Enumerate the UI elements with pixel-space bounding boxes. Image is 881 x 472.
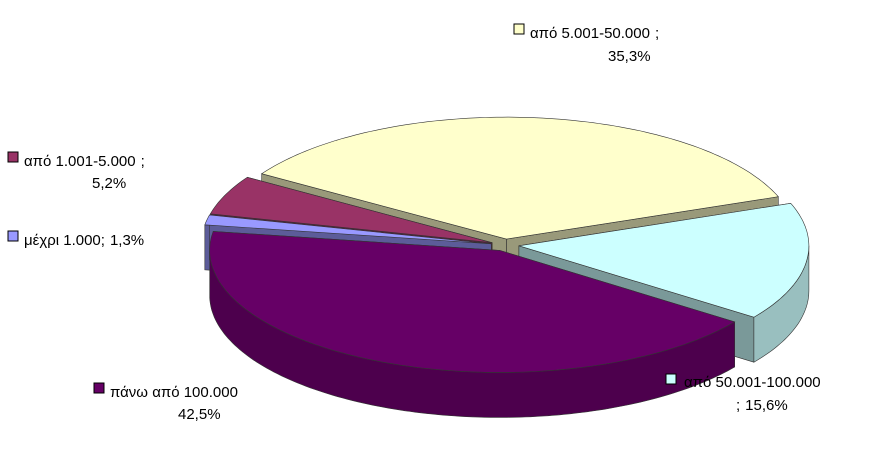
label-value: 42,5%: [178, 406, 221, 423]
data-label: από 1.001-5.000;: [24, 153, 145, 170]
slice: [518, 202, 810, 318]
label-swatch: [665, 373, 677, 385]
label-separator: ;: [736, 397, 740, 414]
label-swatch: [7, 230, 19, 242]
data-label: από 5.001-50.000;: [530, 25, 659, 42]
data-label: 5,2%: [92, 175, 126, 192]
label-category: μέχρι 1.000: [24, 232, 101, 249]
label-separator: ;: [655, 25, 659, 42]
label-separator: ;: [141, 153, 145, 170]
data-label: μέχρι 1.000; 1,3%: [24, 232, 144, 249]
label-category: από 50.001-100.000: [684, 374, 821, 391]
label-value: 15,6%: [745, 397, 788, 414]
data-label: ; 15,6%: [736, 397, 788, 414]
slice: [260, 116, 779, 240]
data-label: πάνω από 100.000: [110, 384, 238, 401]
data-label: 42,5%: [178, 406, 221, 423]
data-label: 35,3%: [608, 48, 651, 65]
data-label: από 50.001-100.000: [684, 374, 821, 391]
label-value: 5,2%: [92, 175, 126, 192]
label-value: 35,3%: [608, 48, 651, 65]
label-swatch: [513, 23, 525, 35]
label-category: πάνω από 100.000: [110, 384, 238, 401]
label-swatch: [7, 151, 19, 163]
label-value: 1,3%: [110, 232, 144, 249]
slice: [209, 231, 736, 373]
slice: [204, 214, 492, 245]
label-swatch: [93, 382, 105, 394]
label-separator: ;: [101, 232, 105, 249]
label-category: από 1.001-5.000: [24, 153, 136, 170]
slice: [209, 176, 493, 243]
label-category: από 5.001-50.000: [530, 25, 650, 42]
